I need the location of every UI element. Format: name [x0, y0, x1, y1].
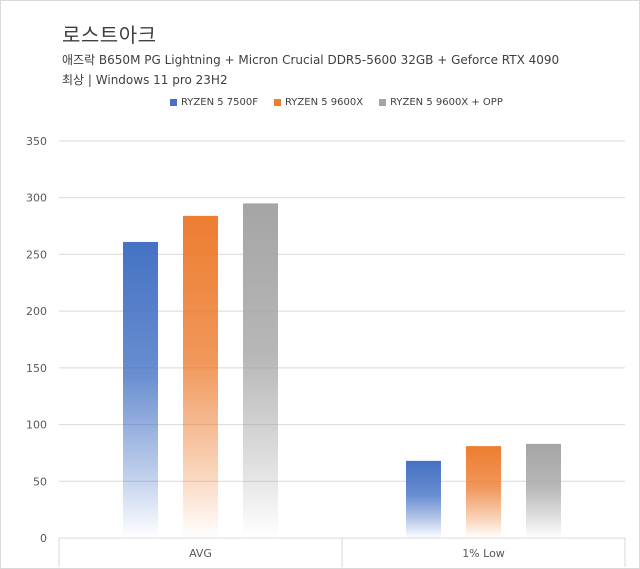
bar-0-1: [183, 215, 218, 538]
y-tick-label-350: 350: [26, 135, 47, 148]
chart-legend: RYZEN 5 7500F RYZEN 5 9600X RYZEN 5 9600…: [170, 95, 503, 109]
bar-1-1: [466, 446, 501, 538]
y-tick-label-150: 150: [26, 362, 47, 375]
bar-0-0: [123, 241, 158, 539]
bar-1-0: [406, 460, 441, 538]
x-tick-label-0: AVG: [189, 547, 212, 560]
y-tick-label-300: 300: [26, 192, 47, 205]
legend-label-9600x-opp: RYZEN 5 9600X + OPP: [390, 96, 503, 108]
y-tick-label-50: 50: [33, 475, 47, 488]
legend-swatch-9600x-opp: [379, 98, 387, 106]
legend-swatch-7500f: [170, 98, 177, 106]
bar-0-2: [243, 203, 278, 538]
chart-subtitle-line-1: 애즈락 B650M PG Lightning + Micron Crucial …: [62, 53, 560, 67]
legend-swatch-9600x: [274, 98, 281, 106]
y-tick-label-0: 0: [40, 532, 47, 545]
legend-item-9600x-opp: RYZEN 5 9600X + OPP: [379, 97, 503, 108]
y-tick-label-200: 200: [26, 305, 47, 318]
y-tick-label-250: 250: [26, 248, 47, 261]
legend-item-7500f: RYZEN 5 7500F: [170, 97, 258, 108]
legend-item-9600x: RYZEN 5 9600X: [274, 97, 363, 108]
x-tick-label-1: 1% Low: [462, 547, 505, 560]
legend-label-7500f: RYZEN 5 7500F: [181, 96, 258, 108]
chart-subtitle-line-2: 최상 | Windows 11 pro 23H2: [62, 73, 228, 87]
legend-label-9600x: RYZEN 5 9600X: [285, 96, 364, 108]
y-tick-label-100: 100: [26, 419, 47, 432]
chart-title: 로스트아크: [62, 23, 157, 47]
bar-1-2: [526, 443, 561, 538]
